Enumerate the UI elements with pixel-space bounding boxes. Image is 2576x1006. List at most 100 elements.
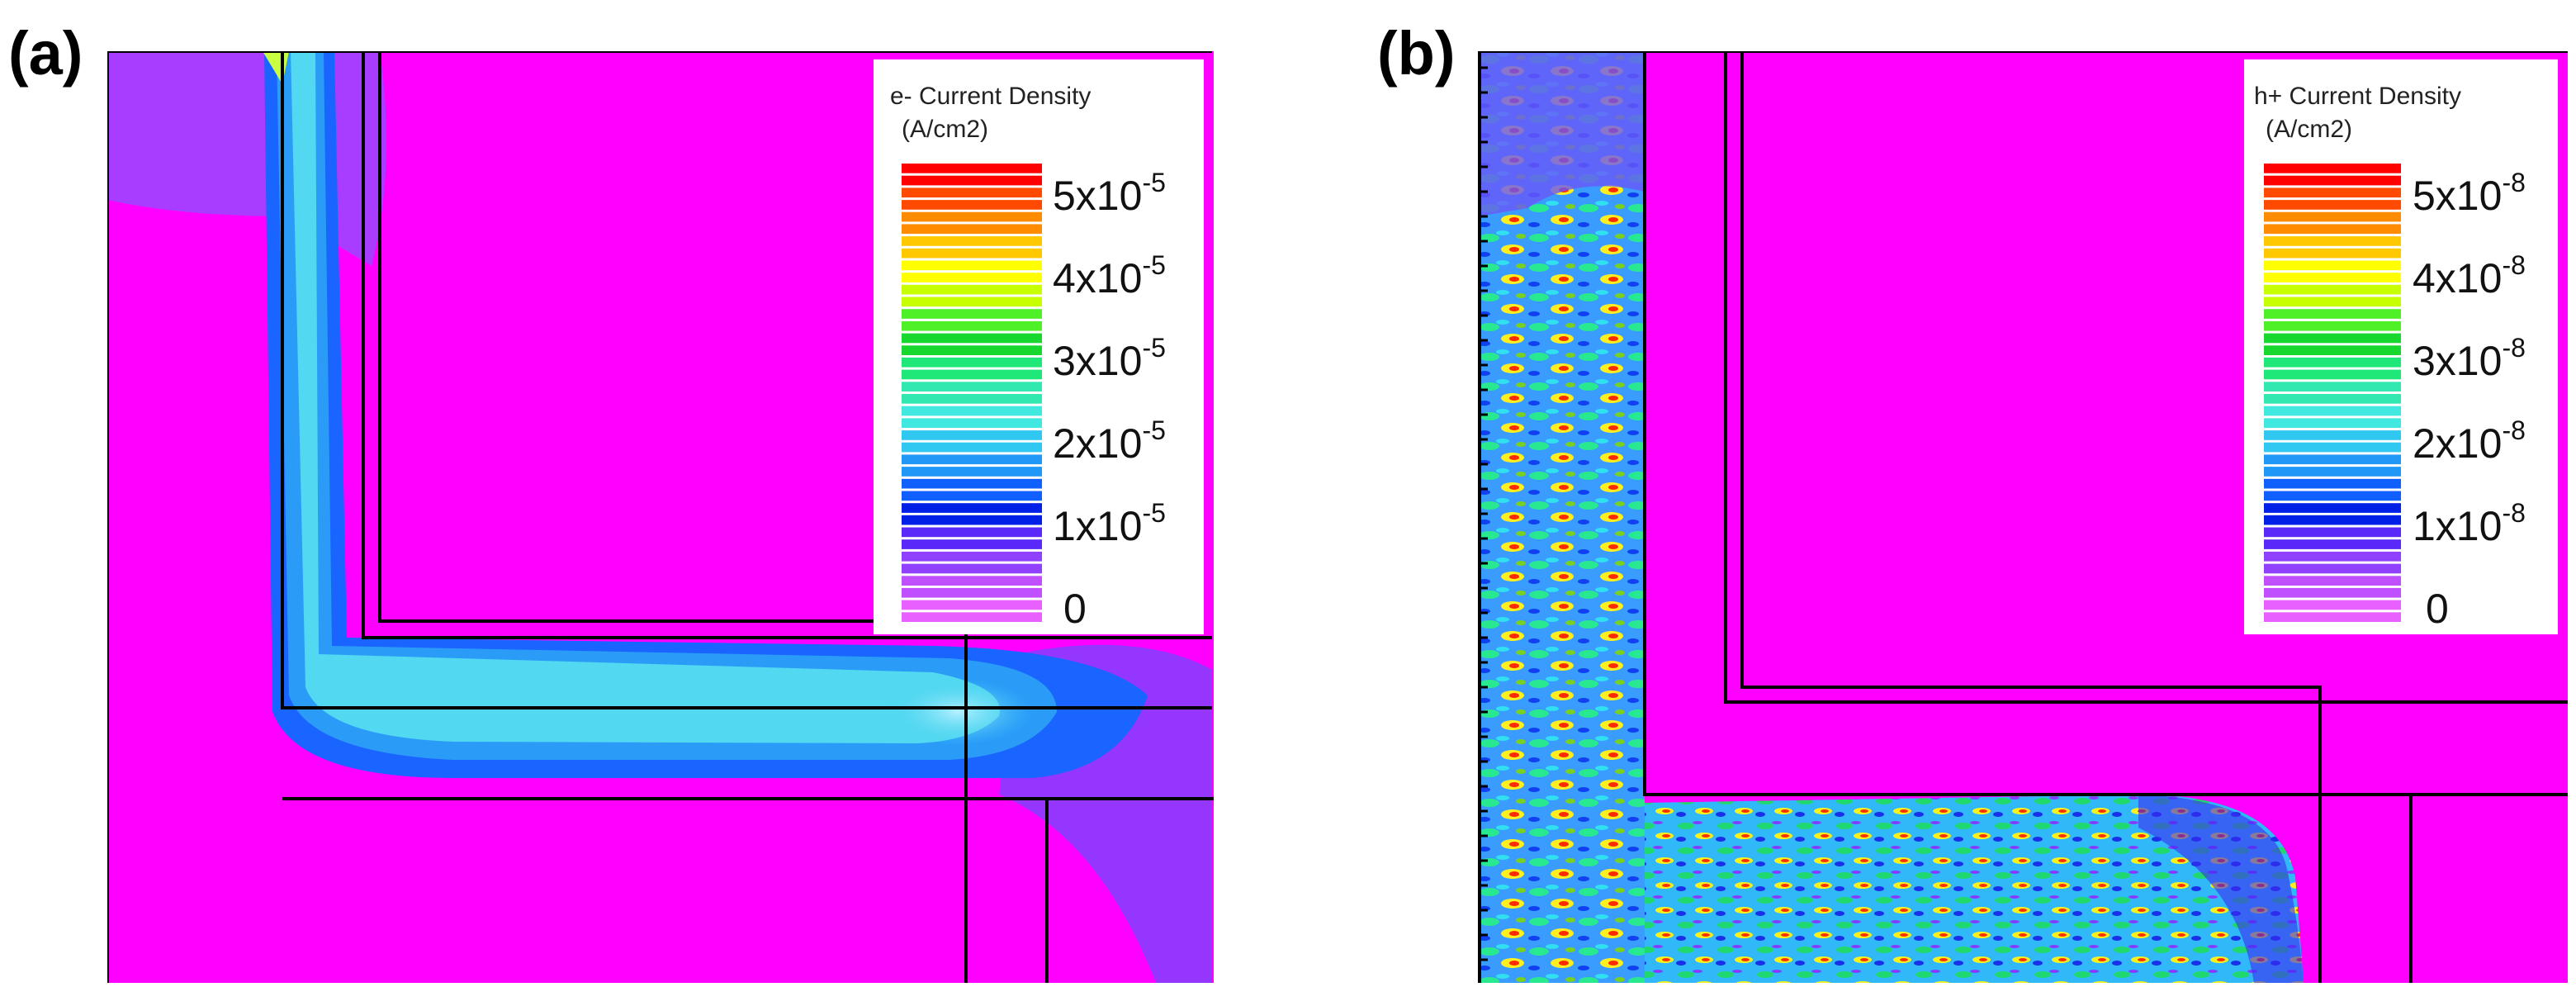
panel-b-plot: h+ Current Density (A/cm2) 5x10-8 4x10-8… (1478, 51, 2568, 983)
panel-a-scale-band (902, 527, 1042, 538)
panel-a-scale-band (902, 273, 1042, 282)
panel-b-scale-band (2264, 273, 2401, 282)
panel-a-legend: e- Current Density (A/cm2) 5x10-5 4x10-5… (874, 59, 1204, 634)
panel-a-scale-band (902, 587, 1042, 598)
panel-b-scale-band (2264, 576, 2401, 586)
panel-a-scale-band (902, 345, 1042, 355)
panel-b-scale-band (2264, 503, 2401, 513)
panel-b-scale-band (2264, 454, 2401, 465)
panel-a-scale-band (902, 515, 1042, 525)
panel-b-scale-band (2264, 563, 2401, 574)
panel-a-current-hotspot (883, 679, 1032, 745)
panel-b-tick-5: 5x10-8 (2413, 168, 2526, 219)
panel-a-scale-band (902, 175, 1042, 186)
panel-b-scale-band (2264, 515, 2401, 525)
panel-b-scale-band (2264, 527, 2401, 538)
panel-b-scale-band (2264, 284, 2401, 295)
panel-b-current-spread (1645, 795, 2304, 983)
panel-a-scale-band (902, 467, 1042, 477)
panel-b-tick-labels: 5x10-8 4x10-8 3x10-8 2x10-8 1x10-8 0 (2413, 168, 2526, 632)
panel-b-legend: h+ Current Density (A/cm2) 5x10-8 4x10-8… (2244, 59, 2558, 634)
panel-a-scale-band (902, 320, 1042, 331)
panel-a-scale-band (902, 236, 1042, 246)
panel-a-scale-band (902, 442, 1042, 453)
panel-a-scale-band (902, 600, 1042, 610)
panel-b-scale-band (2264, 587, 2401, 598)
panel-a-scale-band (902, 551, 1042, 562)
panel-b-scale-band (2264, 539, 2401, 549)
panel-b-label: (b) (1377, 19, 1456, 88)
panel-b-scale-band (2264, 430, 2401, 440)
panel-b-scale-band (2264, 418, 2401, 429)
panel-a-plot: e- Current Density (A/cm2) 5x10-5 4x10-5… (107, 51, 1214, 983)
panel-a-scale-band (902, 382, 1042, 391)
panel-b-spread-fade (2138, 795, 2304, 983)
panel-a-scale-band (902, 297, 1042, 307)
panel-a-scale-band (902, 260, 1042, 271)
panel-b-scale-band (2264, 369, 2401, 380)
panel-b-tick-2: 2x10-8 (2413, 415, 2526, 467)
panel-b-legend-units: (A/cm2) (2266, 116, 2352, 143)
panel-b-scale-band (2264, 442, 2401, 453)
panel-a-scale-band (902, 200, 1042, 210)
panel-a-tick-0: 0 (1063, 586, 1087, 632)
panel-b-scale-band (2264, 467, 2401, 477)
panel-a-tick-1: 1x10-5 (1053, 498, 1166, 549)
panel-b-scale-band (2264, 382, 2401, 391)
panel-a-scale-band (902, 539, 1042, 549)
panel-b-scale-band (2264, 224, 2401, 235)
panel-a-scale-band (902, 406, 1042, 416)
panel-a-tick-3: 3x10-5 (1053, 333, 1166, 384)
panel-a-scale-band (902, 418, 1042, 429)
panel-b-color-scale (2264, 164, 2401, 622)
panel-a-tick-4: 4x10-5 (1053, 250, 1166, 301)
panel-b-scale-band (2264, 320, 2401, 331)
panel-a-scale-band (902, 224, 1042, 235)
panel-a-scale-band (902, 478, 1042, 489)
panel-b-scale-band (2264, 309, 2401, 319)
panel-b-structure-outlines (1478, 51, 2568, 983)
panel-a-scale-band (902, 491, 1042, 501)
panel-b-scale-band (2264, 478, 2401, 489)
panel-b-tick-1: 1x10-8 (2413, 498, 2526, 549)
panel-b-scale-band (2264, 333, 2401, 344)
panel-b-scale-band (2264, 248, 2401, 259)
panel-a-legend-units: (A/cm2) (902, 116, 988, 143)
panel-b-tick-0: 0 (2426, 586, 2449, 632)
panel-a-scale-band (902, 164, 1042, 173)
panel-a-scale-band (902, 430, 1042, 440)
panel-a-scale-band (902, 612, 1042, 622)
panel-a-tick-2: 2x10-5 (1053, 415, 1166, 467)
panel-a-legend-title: e- Current Density (890, 83, 1091, 110)
panel-a-scale-band (902, 563, 1042, 574)
panel-b-scale-band (2264, 551, 2401, 562)
panel-b-scale-band (2264, 600, 2401, 610)
panel-a-label: (a) (8, 19, 83, 88)
panel-b-tick-3: 3x10-8 (2413, 333, 2526, 384)
panel-a-scale-band (902, 503, 1042, 513)
panel-a-scale-band (902, 248, 1042, 259)
panel-a-scale-band (902, 369, 1042, 380)
panel-b-column-top (1478, 51, 1645, 216)
panel-b-scale-band (2264, 211, 2401, 222)
panel-a-scale-band (902, 187, 1042, 198)
panel-b-scale-band (2264, 394, 2401, 404)
panel-b-scale-band (2264, 357, 2401, 368)
panel-a-color-scale (902, 164, 1042, 622)
panel-a-scale-band (902, 576, 1042, 586)
panel-b-scale-band (2264, 236, 2401, 246)
panel-a-current-channel-inner (291, 51, 1000, 743)
panel-a-scale-band (902, 309, 1042, 319)
panel-b-tick-4: 4x10-8 (2413, 250, 2526, 301)
panel-b-scale-band (2264, 297, 2401, 307)
panel-a-scale-band (902, 333, 1042, 344)
panel-b-scale-band (2264, 175, 2401, 186)
panel-a-scale-band (902, 284, 1042, 295)
panel-b-scale-band (2264, 164, 2401, 173)
panel-b-scale-band (2264, 491, 2401, 501)
panel-a-scale-band (902, 357, 1042, 368)
panel-b-scale-band (2264, 612, 2401, 622)
panel-b-scale-band (2264, 200, 2401, 210)
panel-b-scale-band (2264, 406, 2401, 416)
panel-a-scale-band (902, 454, 1042, 465)
